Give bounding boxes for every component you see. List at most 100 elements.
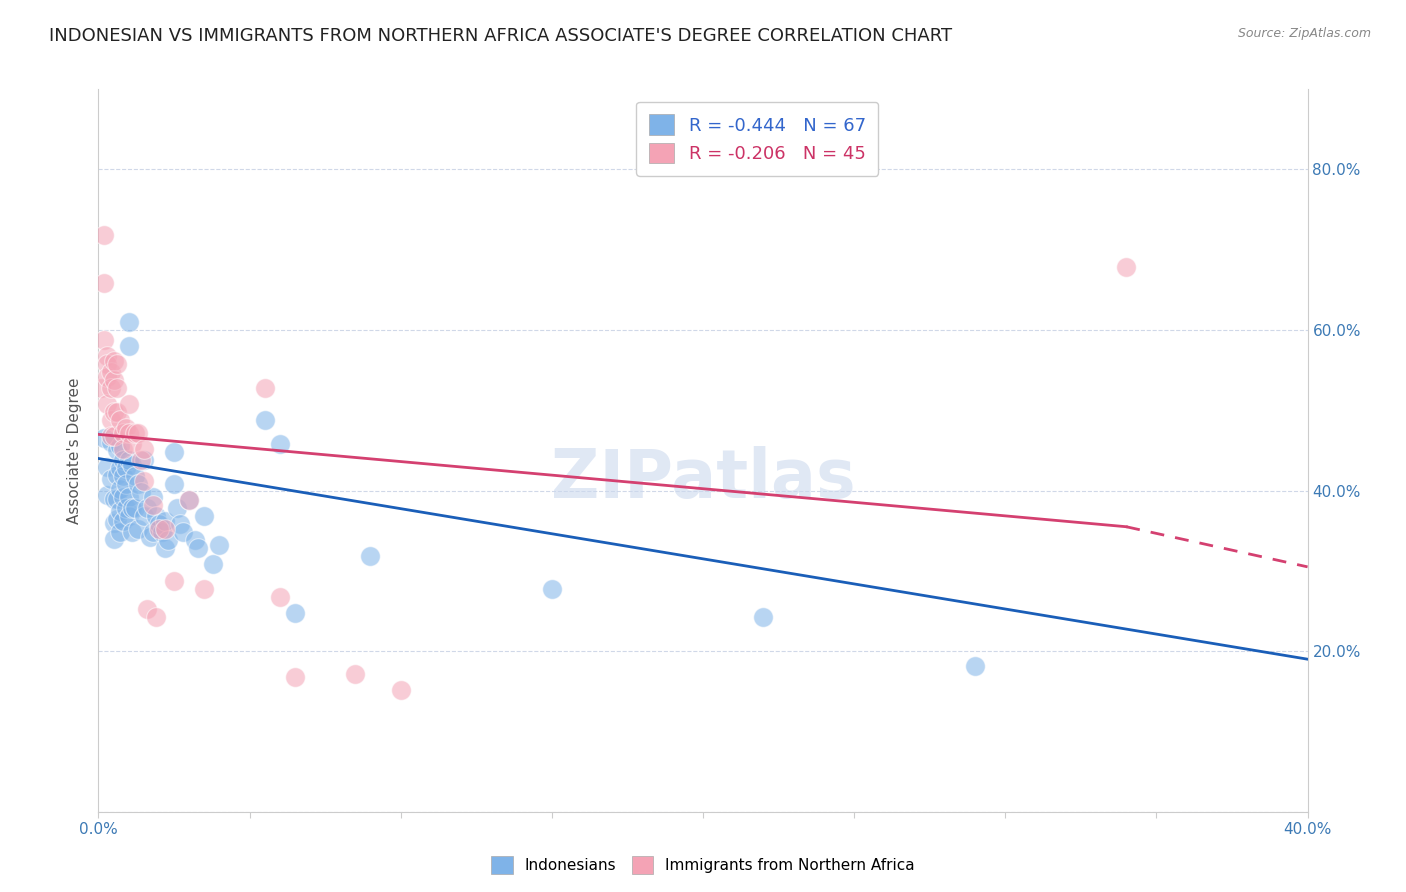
Point	[148, 517, 170, 532]
Point	[114, 477, 136, 491]
Point	[153, 514, 176, 528]
Point	[103, 491, 125, 506]
Point	[202, 558, 225, 572]
Point	[100, 413, 122, 427]
Point	[93, 277, 115, 291]
Point	[129, 453, 152, 467]
Point	[96, 357, 118, 371]
Point	[124, 425, 146, 440]
Point	[208, 538, 231, 552]
Point	[153, 541, 176, 556]
Point	[166, 501, 188, 516]
Point	[965, 658, 987, 673]
Point	[114, 461, 136, 475]
Point	[153, 522, 176, 536]
Point	[103, 373, 125, 387]
Point	[111, 469, 134, 483]
Point	[269, 437, 291, 451]
Point	[150, 525, 173, 540]
Point	[169, 517, 191, 532]
Point	[108, 413, 131, 427]
Point	[360, 549, 382, 564]
Point	[132, 474, 155, 488]
Point	[105, 467, 128, 482]
Point	[118, 509, 141, 524]
Point	[284, 670, 307, 684]
Point	[129, 485, 152, 500]
Point	[90, 381, 112, 395]
Point	[111, 453, 134, 467]
Point	[105, 511, 128, 525]
Point	[111, 442, 134, 456]
Point	[96, 487, 118, 501]
Point	[118, 397, 141, 411]
Point	[114, 421, 136, 435]
Point	[103, 516, 125, 530]
Point	[114, 501, 136, 516]
Point	[132, 453, 155, 467]
Text: INDONESIAN VS IMMIGRANTS FROM NORTHERN AFRICA ASSOCIATE'S DEGREE CORRELATION CHA: INDONESIAN VS IMMIGRANTS FROM NORTHERN A…	[49, 27, 952, 45]
Point	[103, 405, 125, 419]
Point	[184, 533, 207, 548]
Point	[100, 381, 122, 395]
Point	[127, 522, 149, 536]
Point	[124, 469, 146, 483]
Legend: Indonesians, Immigrants from Northern Africa: Indonesians, Immigrants from Northern Af…	[485, 850, 921, 880]
Point	[100, 435, 122, 450]
Point	[253, 381, 276, 395]
Point	[389, 682, 412, 697]
Point	[145, 610, 167, 624]
Point	[284, 606, 307, 620]
Point	[127, 425, 149, 440]
Point	[93, 431, 115, 445]
Point	[135, 501, 157, 516]
Point	[100, 429, 122, 443]
Point	[105, 443, 128, 458]
Point	[105, 381, 128, 395]
Point	[121, 458, 143, 472]
Point	[142, 525, 165, 540]
Point	[111, 490, 134, 504]
Y-axis label: Associate's Degree: Associate's Degree	[67, 377, 83, 524]
Point	[344, 666, 367, 681]
Point	[96, 397, 118, 411]
Point	[100, 471, 122, 485]
Point	[103, 429, 125, 443]
Point	[105, 357, 128, 371]
Point	[96, 459, 118, 474]
Point	[108, 461, 131, 475]
Point	[253, 413, 276, 427]
Point	[105, 405, 128, 419]
Point	[132, 442, 155, 456]
Point	[118, 490, 141, 504]
Point	[121, 501, 143, 516]
Point	[121, 437, 143, 451]
Point	[118, 425, 141, 440]
Point	[96, 349, 118, 363]
Text: Source: ZipAtlas.com: Source: ZipAtlas.com	[1237, 27, 1371, 40]
Point	[96, 369, 118, 384]
Point	[193, 509, 215, 524]
Text: ZIPatlas: ZIPatlas	[551, 446, 855, 512]
Point	[193, 582, 215, 596]
Point	[93, 228, 115, 243]
Point	[163, 445, 186, 459]
Point	[118, 315, 141, 329]
Point	[752, 610, 775, 624]
Point	[1115, 260, 1137, 275]
Point	[179, 493, 201, 508]
Legend: R = -0.444   N = 67, R = -0.206   N = 45: R = -0.444 N = 67, R = -0.206 N = 45	[637, 102, 879, 176]
Point	[540, 582, 562, 596]
Point	[172, 525, 194, 540]
Point	[139, 530, 162, 544]
Point	[111, 514, 134, 528]
Point	[118, 339, 141, 353]
Point	[269, 590, 291, 604]
Point	[93, 333, 115, 347]
Point	[179, 493, 201, 508]
Point	[187, 541, 209, 556]
Point	[163, 477, 186, 491]
Point	[108, 525, 131, 540]
Point	[108, 504, 131, 518]
Point	[135, 602, 157, 616]
